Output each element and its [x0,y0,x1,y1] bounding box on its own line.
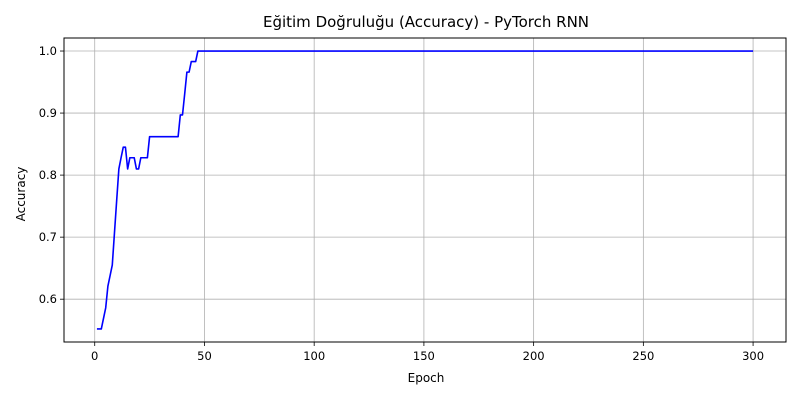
series-group [96,50,754,330]
accuracy-series-line [96,50,754,330]
grid-lines [64,38,786,342]
y-tick-label: 0.8 [39,168,57,182]
x-tick-label: 0 [91,349,98,363]
y-tick-label: 0.9 [39,106,57,120]
x-tick-label: 300 [742,349,764,363]
y-tick-label: 0.6 [39,292,57,306]
plot-frame [63,37,787,343]
x-tick-label: 100 [303,349,325,363]
x-tick-label: 50 [197,349,212,363]
y-tick-label: 1.0 [39,44,57,58]
x-tick-label: 200 [523,349,545,363]
y-axis-label: Accuracy [14,167,28,222]
x-axis-ticks: 0 50 100 150 200 250 300 [91,342,764,363]
y-axis-ticks: 0.6 0.7 0.8 0.9 1.0 [39,44,64,306]
x-axis-label: Epoch [408,371,445,385]
y-tick-label: 0.7 [39,230,57,244]
chart-title: Eğitim Doğruluğu (Accuracy) - PyTorch RN… [263,13,589,31]
x-tick-label: 250 [632,349,654,363]
x-tick-label: 150 [413,349,435,363]
